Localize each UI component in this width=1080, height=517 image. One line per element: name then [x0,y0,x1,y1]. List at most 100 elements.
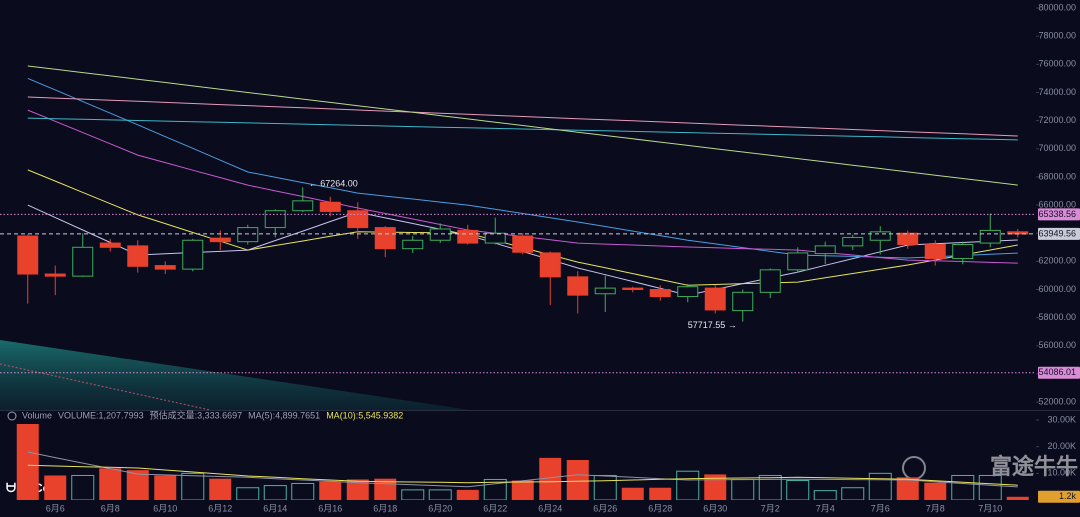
price-tag-label: 63949.56 [1038,228,1076,238]
candle-body [292,200,314,212]
y-tick-label: 72000.00 [1038,115,1076,125]
volume-bar [704,474,727,500]
extreme-label: ← 67264.00 [309,179,358,189]
volume-bar [209,478,232,500]
candle-body [842,236,864,247]
candle-body [127,245,149,267]
candle-body [732,291,754,312]
volume-legend-item: VOLUME:1,207.7993 [58,410,144,420]
candle-body [17,235,39,275]
x-tick-label: 7月10 [978,503,1002,513]
x-tick-label: 6月22 [483,503,507,513]
volume-bar [263,485,287,500]
y-tick-label: 78000.00 [1038,31,1076,41]
candle-body [429,228,451,241]
x-tick-label: 6月14 [263,503,287,513]
y-tick-label: 60000.00 [1038,284,1076,294]
x-tick-label: 6月6 [46,503,65,513]
price-tag-label: 65338.56 [1038,209,1076,219]
volume-bar [154,475,177,500]
y-tick-label: 68000.00 [1038,171,1076,181]
volume-bar [813,490,837,500]
volume-ma-line [27,464,1018,486]
volume-bar [676,470,700,500]
volume-bar [319,481,342,500]
volume-bar [593,474,617,500]
volume-legend-item: MA(10):5,545.9382 [326,410,403,420]
x-tick-label: 6月24 [538,503,562,513]
x-tick-label: 6月28 [648,503,672,513]
candle-body [264,210,286,229]
volume-legend-item: Volume [22,410,52,420]
indicator-band [0,340,470,410]
candle-body [869,231,891,241]
volume-bar [539,457,562,500]
price-tag [1038,208,1080,221]
volume-tick-label: 10.00K [1047,468,1076,478]
volume-bar [566,460,589,500]
volume-bar [291,482,315,500]
y-tick-label: 80000.00 [1038,2,1076,12]
candle-body [704,287,726,311]
x-tick-label: 7月6 [871,503,890,513]
volume-legend-item: MA(5):4,899.7651 [248,410,320,420]
y-tick-label: 56000.00 [1038,340,1076,350]
y-tick-label: 66000.00 [1038,199,1076,209]
y-tick-label: 62000.00 [1038,256,1076,266]
x-tick-label: 6月20 [428,503,452,513]
candle-body [374,227,396,250]
volume-bar [483,478,507,500]
volume-bar [896,477,919,500]
candle-body [622,287,644,291]
volume-bar [621,487,644,500]
watermark-brand: 富途牛牛 [990,454,1078,479]
volume-bar [786,480,810,500]
ma-line [27,117,1018,141]
extreme-label: 57717.55 → [688,320,737,330]
candle-body [99,242,121,248]
volume-tag [1038,490,1080,503]
price-tag [1038,366,1080,379]
volume-bar [44,475,67,500]
candle-body [512,235,534,253]
candle-body [44,273,66,277]
volume-tick-label: 20.00K [1047,441,1076,451]
volume-bar [428,489,452,500]
volume-bar [16,424,39,500]
watermark-logo-mark: ᗨ [6,481,16,495]
volume-tag-label: 1.2k [1059,491,1077,501]
y-tick-label: 76000.00 [1038,59,1076,69]
volume-bar [868,472,892,500]
volume-ma-line [27,451,1018,488]
candle-body [347,210,369,229]
x-tick-label: 6月16 [318,503,342,513]
price-tag-label: 54086.01 [1038,367,1076,377]
candle-body [677,286,699,298]
x-tick-label: 7月8 [926,503,945,513]
volume-legend-item: 预估成交量:3,333.6697 [150,409,243,420]
candle-body [72,246,94,277]
volume-bar [1006,496,1029,500]
x-tick-label: 6月18 [373,503,397,513]
candle-body [649,289,671,298]
volume-bar [456,489,479,500]
x-tick-label: 6月12 [208,503,232,513]
candle-body [402,239,424,250]
x-tick-label: 7月2 [761,503,780,513]
candle-body [319,201,341,212]
volume-bar [71,474,95,500]
volume-bar [181,472,205,500]
candle-body [182,239,204,270]
volume-bar [346,479,369,500]
volume-bar [236,487,260,500]
candle-body [457,229,479,244]
y-tick-label: 52000.00 [1038,396,1076,406]
candle-body [759,269,781,293]
candle-body [237,227,259,243]
candle-body [594,287,616,295]
y-tick-label: 58000.00 [1038,312,1076,322]
ma-line [27,77,1018,259]
volume-bar [841,487,865,500]
ma-line [27,96,1018,137]
